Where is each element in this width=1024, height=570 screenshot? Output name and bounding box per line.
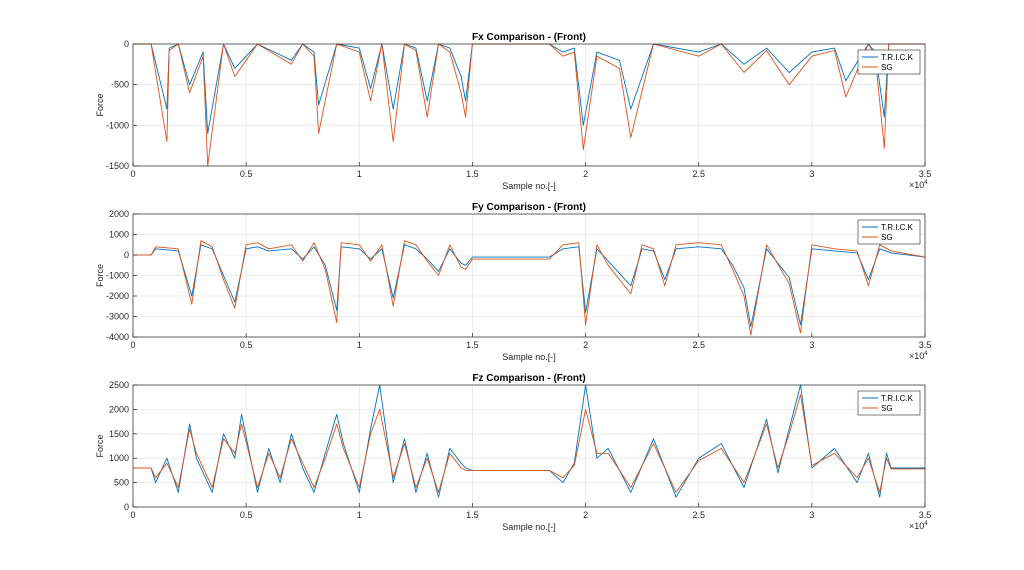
y-tick-label: 2500: [109, 380, 129, 390]
x-tick-label: 0: [130, 340, 135, 350]
chart-title: Fy Comparison - (Front): [472, 202, 586, 213]
x-tick-label: 0.5: [240, 510, 253, 520]
chart-1: 0 0.5 1 1.5 2 2.5 3 3.5 -4000 -3000 -2000 -1000 0 100…: [95, 202, 931, 362]
legend-box: [857, 49, 921, 75]
legend-entry: SG: [881, 404, 893, 413]
y-tick-label: -500: [111, 80, 129, 90]
y-tick-label: 1500: [109, 429, 129, 439]
x-axis-label: Sample no.[-]: [502, 181, 556, 191]
legend: T.R.I.C.KSG: [857, 49, 921, 75]
x-exponent-label: ×104: [909, 521, 928, 531]
x-tick-label: 0: [130, 169, 135, 179]
x-tick-label: 1: [357, 169, 362, 179]
y-tick-label: 0: [124, 502, 129, 512]
x-exponent-label: ×104: [909, 351, 928, 361]
legend-entry: SG: [881, 63, 893, 72]
legend-entry: T.R.I.C.K: [881, 53, 914, 62]
x-tick-label: 1.5: [466, 340, 479, 350]
legend-entry: SG: [881, 233, 893, 242]
legend: T.R.I.C.KSG: [857, 390, 921, 416]
y-tick-label: 500: [114, 478, 129, 488]
y-tick-label: -3000: [106, 312, 129, 322]
legend-box: [857, 219, 921, 245]
y-tick-label: 2000: [109, 404, 129, 414]
y-tick-label: 1000: [109, 453, 129, 463]
x-tick-label: 1: [357, 510, 362, 520]
x-tick-label: 1.5: [466, 510, 479, 520]
series-line-sg: [133, 240, 926, 336]
plot-area: [133, 44, 925, 166]
x-tick-label: 0.5: [240, 169, 253, 179]
x-tick-label: 3: [809, 510, 814, 520]
y-axis-label: Force: [95, 93, 105, 116]
x-tick-label: 3: [809, 169, 814, 179]
x-exponent-label: ×104: [909, 180, 928, 190]
y-tick-label: -1000: [106, 120, 129, 130]
axes-frame: [132, 43, 926, 167]
legend-entry: T.R.I.C.K: [881, 394, 914, 403]
legend-entry: T.R.I.C.K: [881, 223, 914, 232]
y-axis-label: Force: [95, 434, 105, 457]
x-axis-label: Sample no.[-]: [502, 352, 556, 362]
plot-area: [133, 385, 925, 507]
x-tick-label: 2: [583, 510, 588, 520]
axes-frame: [132, 384, 926, 508]
x-tick-label: 0: [130, 510, 135, 520]
y-tick-label: -1500: [106, 161, 129, 171]
legend-box: [857, 390, 921, 416]
x-tick-label: 2.5: [692, 510, 705, 520]
y-tick-label: 0: [124, 39, 129, 49]
x-tick-label: 2: [583, 169, 588, 179]
x-tick-label: 1: [357, 340, 362, 350]
x-tick-label: 3: [809, 340, 814, 350]
legend: T.R.I.C.KSG: [857, 219, 921, 245]
x-tick-label: 0.5: [240, 340, 253, 350]
series-line-sg: [133, 394, 925, 493]
chart-0: 0 0.5 1 1.5 2 2.5 3 3.5 -1500 -1000 -500 0 ×104 Fx Co…: [95, 32, 931, 191]
x-tick-label: 3.5: [919, 510, 932, 520]
x-tick-label: 3.5: [919, 340, 932, 350]
y-tick-label: -4000: [106, 332, 129, 342]
chart-2: 0 0.5 1 1.5 2 2.5 3 3.5 0 500 1000 1500 2000 2500 ×104…: [95, 373, 931, 532]
x-axis-label: Sample no.[-]: [502, 522, 556, 532]
x-tick-label: 3.5: [919, 169, 932, 179]
y-tick-label: 1000: [109, 230, 129, 240]
y-tick-label: 0: [124, 250, 129, 260]
chart-title: Fz Comparison - (Front): [472, 373, 585, 384]
x-tick-label: 2: [583, 340, 588, 350]
y-tick-label: -1000: [106, 271, 129, 281]
y-tick-label: -2000: [106, 291, 129, 301]
y-axis-label: Force: [95, 264, 105, 287]
x-tick-label: 2.5: [692, 169, 705, 179]
y-tick-label: 2000: [109, 209, 129, 219]
x-tick-label: 1.5: [466, 169, 479, 179]
chart-title: Fx Comparison - (Front): [472, 32, 586, 43]
x-tick-label: 2.5: [692, 340, 705, 350]
